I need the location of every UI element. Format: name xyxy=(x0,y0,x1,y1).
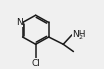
Text: NH: NH xyxy=(72,30,85,39)
Text: 2: 2 xyxy=(79,35,83,40)
Text: NH: NH xyxy=(72,30,85,39)
Text: N: N xyxy=(16,18,23,27)
Text: NH: NH xyxy=(72,32,81,37)
Text: Cl: Cl xyxy=(31,59,40,68)
